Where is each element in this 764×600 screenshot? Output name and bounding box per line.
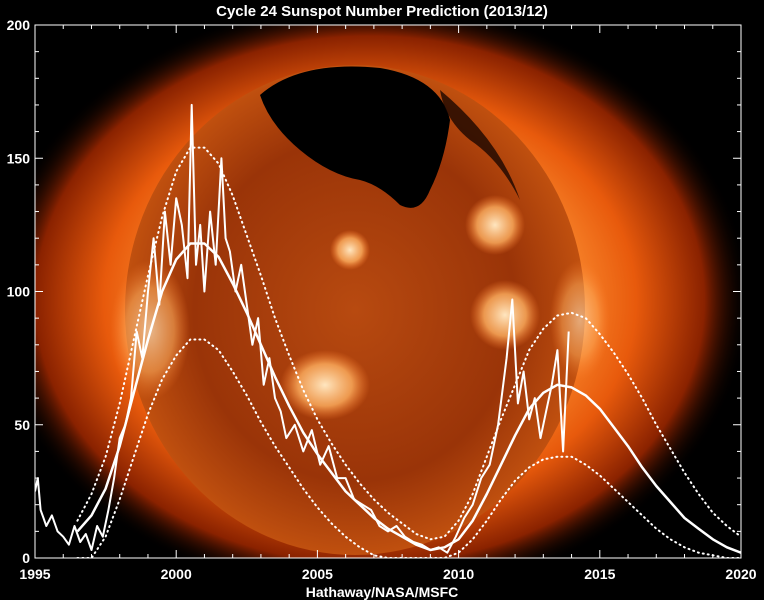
x-tick-label: 2005: [302, 566, 333, 582]
x-tick-label: 2010: [443, 566, 474, 582]
x-tick-label: 1995: [19, 566, 50, 582]
y-tick-label: 150: [7, 150, 31, 166]
x-tick-label: 2015: [584, 566, 615, 582]
y-tick-label: 200: [7, 17, 31, 33]
y-tick-label: 0: [22, 550, 30, 566]
x-tick-label: 2020: [725, 566, 756, 582]
series-line-dotted-upper: [76, 146, 741, 541]
y-tick-label: 100: [7, 284, 31, 300]
x-tick-label: 2000: [161, 566, 192, 582]
series-line-solid-smooth: [76, 242, 741, 554]
series-layer: [35, 103, 741, 558]
chart-title: Cycle 24 Sunspot Number Prediction (2013…: [216, 3, 548, 20]
x-axis-label: Hathaway/NASA/MSFC: [306, 584, 458, 600]
series-line-dotted-lower: [76, 338, 741, 558]
y-tick-label: 50: [14, 417, 30, 433]
axis-ticks: 1995 2000 2005 2010 2015 2020 0 50 100 150 200: [7, 17, 757, 582]
